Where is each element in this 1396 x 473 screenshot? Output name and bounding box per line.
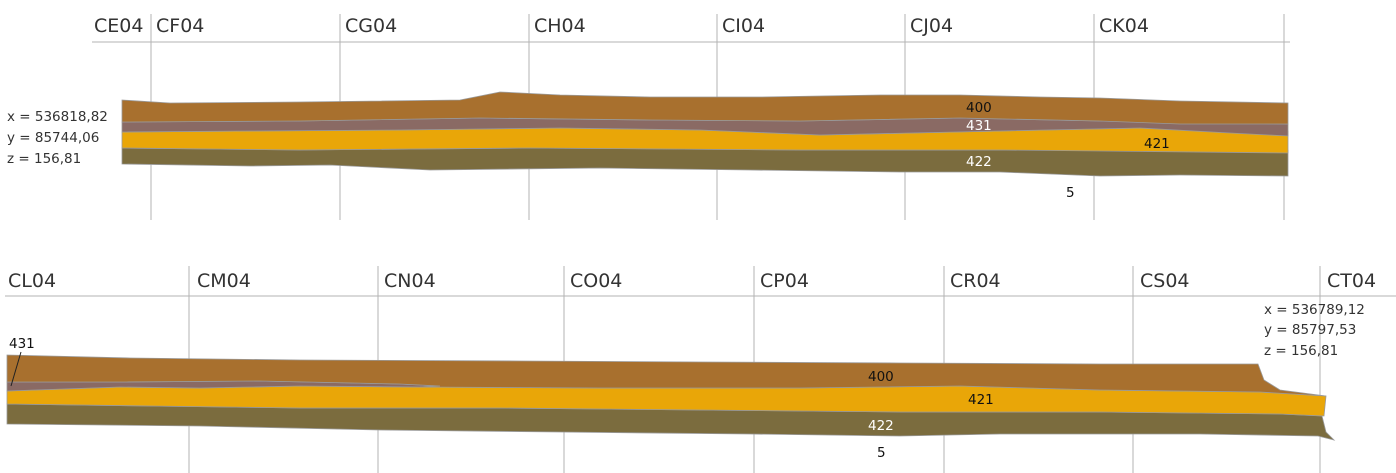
layer-421-top bbox=[121, 127, 1289, 154]
coord-z: z = 156,81 bbox=[1264, 343, 1338, 359]
layer-label-431: 431 bbox=[966, 118, 992, 134]
layer-label-431: 431 bbox=[9, 336, 35, 352]
leader-line-431 bbox=[10, 351, 22, 387]
layer-labels-bottom: 431 400 421 422 5 bbox=[9, 336, 994, 461]
column-label: CN04 bbox=[384, 270, 436, 292]
layer-label-5: 5 bbox=[1066, 185, 1075, 201]
coord-x: x = 536818,82 bbox=[7, 109, 108, 125]
column-label: CF04 bbox=[156, 15, 204, 37]
coord-x: x = 536789,12 bbox=[1264, 302, 1365, 318]
layer-label-421: 421 bbox=[968, 392, 994, 408]
layer-labels-top: 400 431 421 422 5 bbox=[966, 100, 1170, 201]
profile-bottom: CL04 CM04 CN04 CO04 CP04 CR04 CS04 CT04 … bbox=[5, 266, 1396, 473]
column-label: CT04 bbox=[1327, 270, 1376, 292]
column-label: CR04 bbox=[950, 270, 1001, 292]
layer-422-top bbox=[121, 147, 1289, 177]
coord-y: y = 85744,06 bbox=[7, 130, 99, 146]
coord-y: y = 85797,53 bbox=[1264, 322, 1356, 338]
layer-label-421: 421 bbox=[1144, 136, 1170, 152]
column-label: CJ04 bbox=[910, 15, 953, 37]
coordinate-readout-bottom: x = 536789,12 y = 85797,53 z = 156,81 bbox=[1264, 302, 1365, 359]
coordinate-readout-top: x = 536818,82 y = 85744,06 z = 156,81 bbox=[7, 109, 108, 167]
column-labels-top: CE04 CF04 CG04 CH04 CI04 CJ04 CK04 bbox=[94, 15, 1149, 37]
column-label: CM04 bbox=[197, 270, 251, 292]
column-label: CE04 bbox=[94, 15, 143, 37]
layer-400-top bbox=[121, 91, 1289, 125]
layer-label-5: 5 bbox=[877, 445, 886, 461]
layer-label-400: 400 bbox=[868, 369, 894, 385]
profile-top: CE04 CF04 CG04 CH04 CI04 CJ04 CK04 x = 5… bbox=[7, 14, 1290, 220]
column-label: CH04 bbox=[534, 15, 586, 37]
column-labels-bottom: CL04 CM04 CN04 CO04 CP04 CR04 CS04 CT04 bbox=[8, 270, 1376, 292]
column-label: CP04 bbox=[760, 270, 809, 292]
layers-top bbox=[121, 91, 1289, 177]
column-label: CG04 bbox=[345, 15, 397, 37]
coord-z: z = 156,81 bbox=[7, 151, 81, 167]
column-label: CK04 bbox=[1099, 15, 1149, 37]
layer-label-422: 422 bbox=[966, 154, 992, 170]
column-label: CS04 bbox=[1140, 270, 1190, 292]
column-label: CL04 bbox=[8, 270, 56, 292]
layer-label-400: 400 bbox=[966, 100, 992, 116]
column-label: CO04 bbox=[570, 270, 622, 292]
layer-400-bottom bbox=[6, 354, 1327, 397]
layer-label-422: 422 bbox=[868, 418, 894, 434]
layers-bottom bbox=[6, 354, 1336, 441]
column-label: CI04 bbox=[722, 15, 765, 37]
